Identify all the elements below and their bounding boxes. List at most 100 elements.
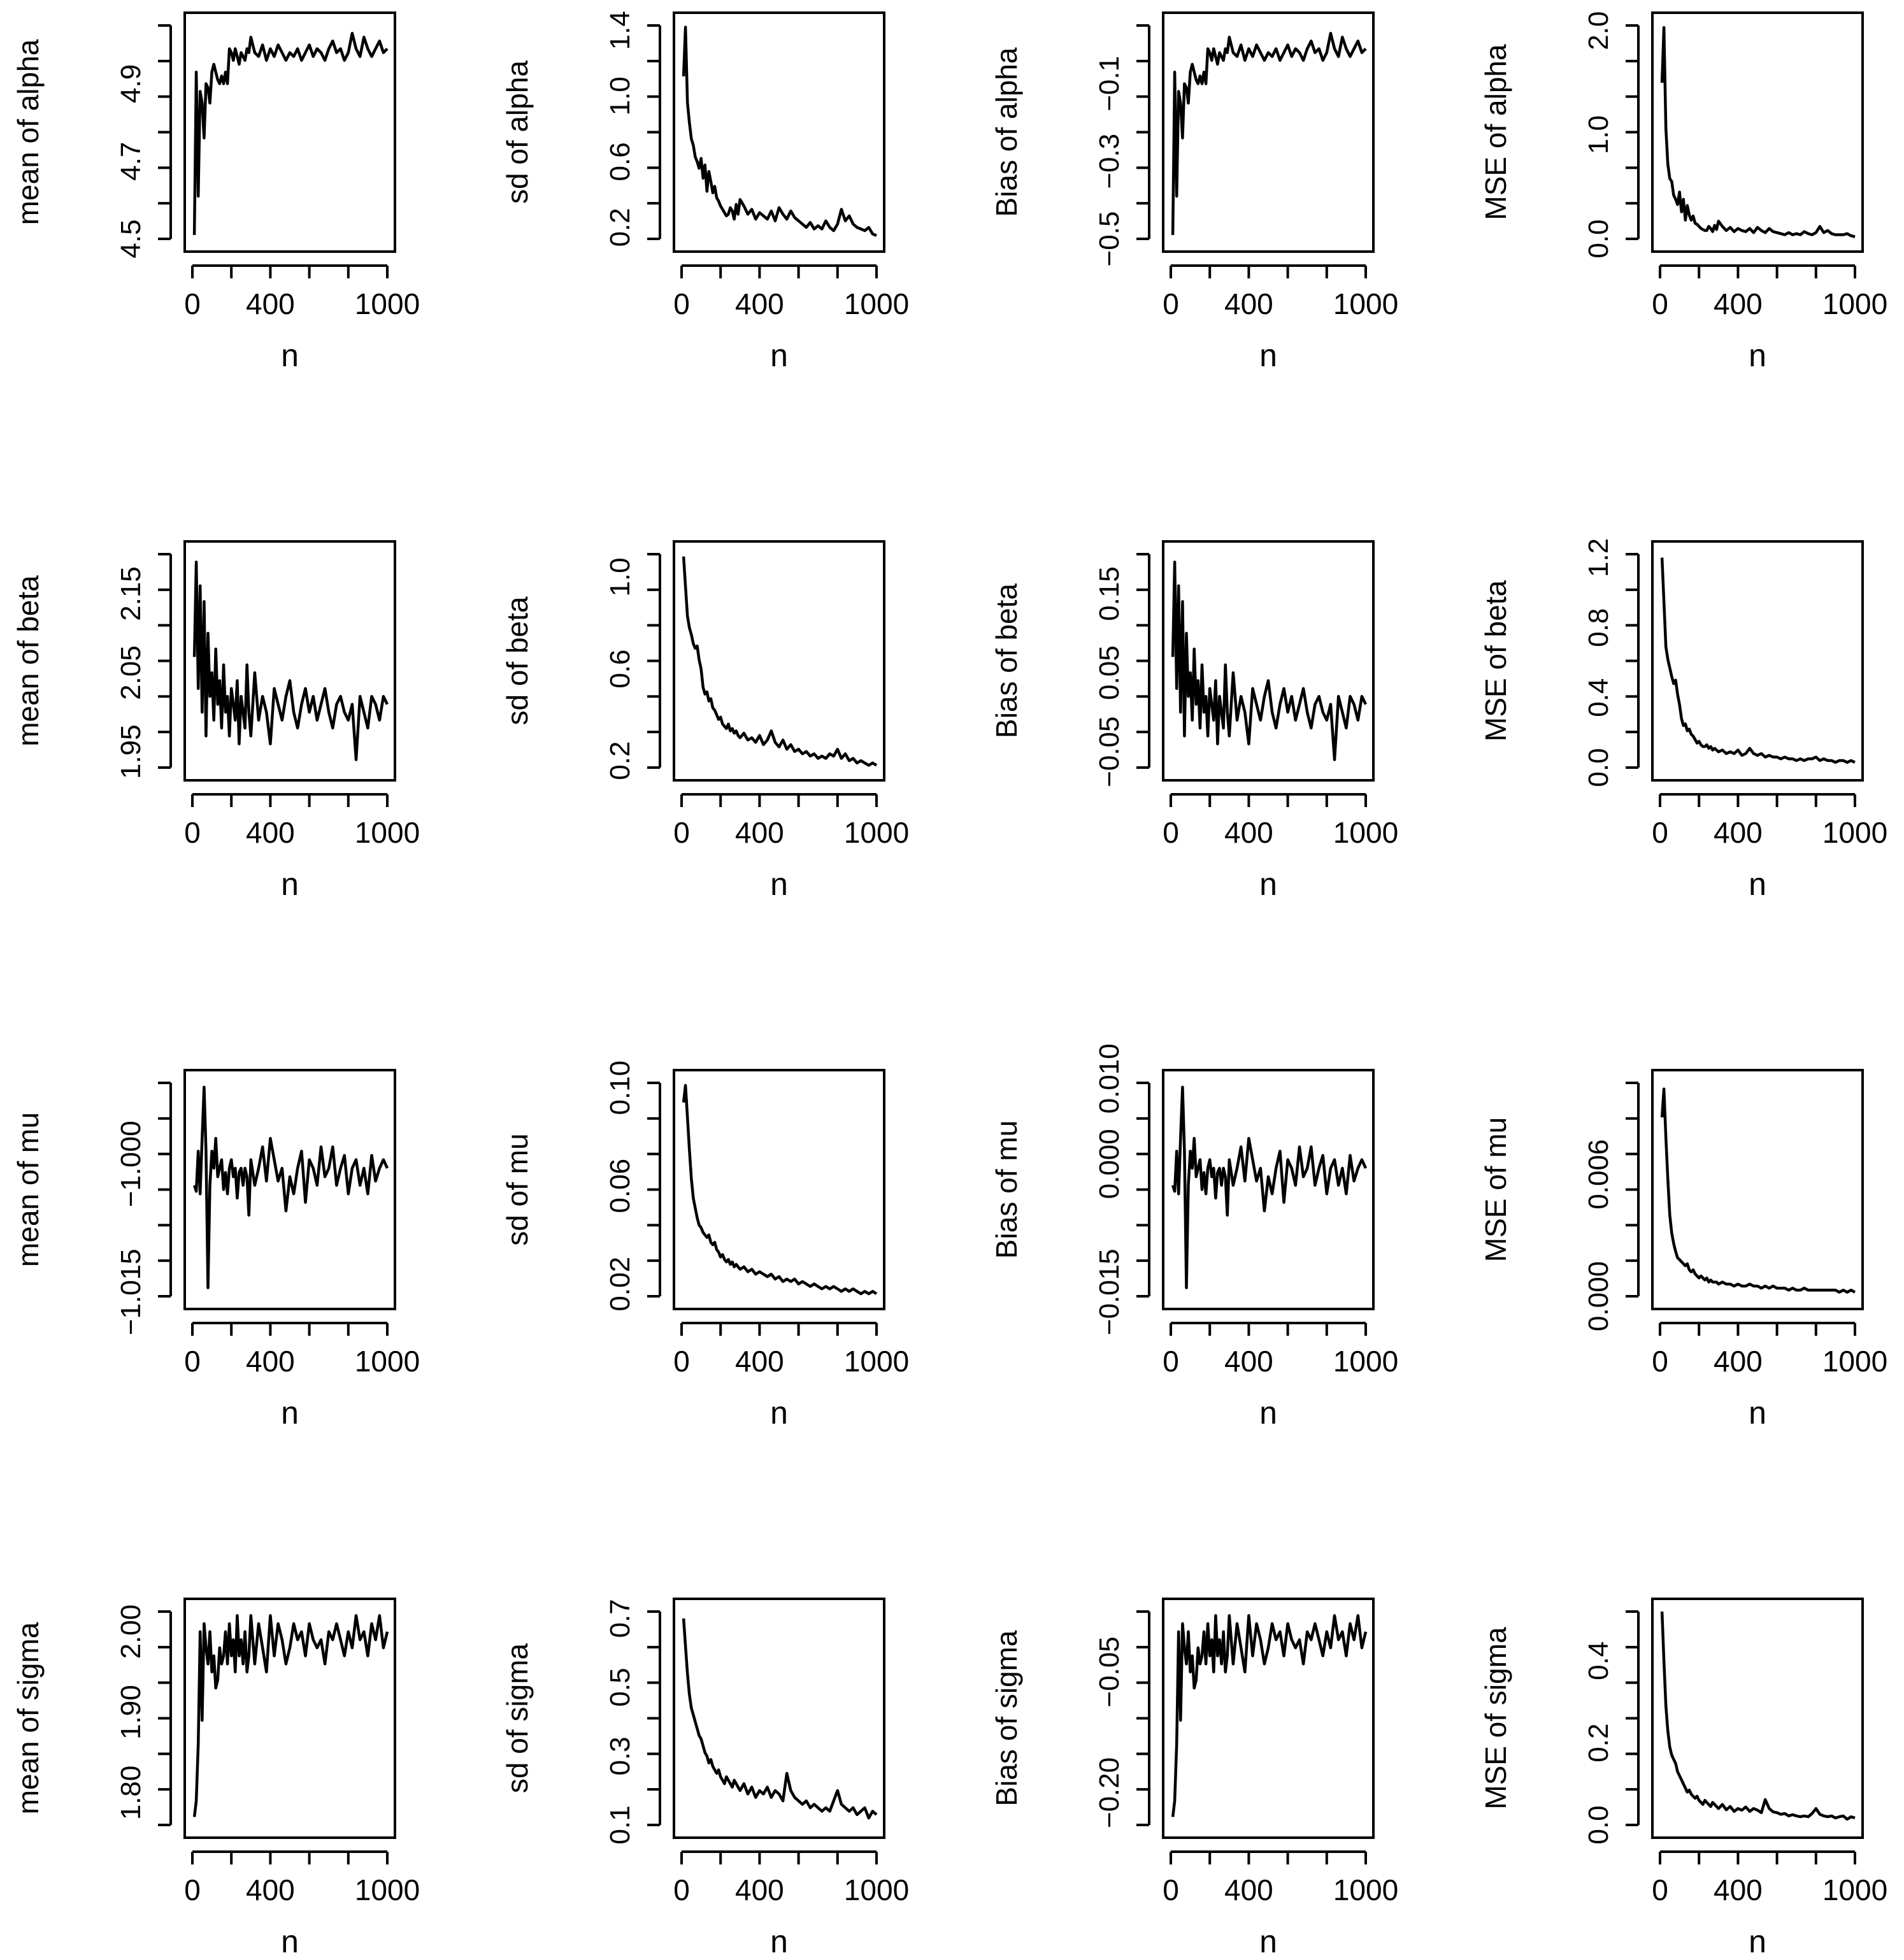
x-tick-label: 0 [1163, 816, 1179, 849]
y-tick-label: 1.0 [1583, 115, 1614, 154]
panel-sd-of-sigma: 0 400 1000 n 0.1 0.3 0.5 0.7 sd of sigma [501, 1598, 909, 1959]
x-tick-label: 400 [246, 816, 295, 849]
y-axis-label: MSE of alpha [1479, 44, 1512, 220]
x-tick-label: 400 [735, 1873, 784, 1906]
y-tick-label: −0.20 [1094, 1757, 1125, 1828]
y-axis-label: sd of mu [501, 1133, 534, 1245]
x-tick-label: 1000 [1333, 287, 1398, 320]
x-axis-label: n [1749, 1924, 1766, 1959]
y-tick-label: 1.4 [605, 11, 636, 50]
panel-bias-of-beta: 0 400 1000 n −0.05 0.05 0.15 Bias of beta [990, 540, 1398, 902]
y-tick-label: 0.3 [605, 1736, 636, 1775]
y-axis-label: MSE of mu [1479, 1117, 1512, 1263]
x-tick-label: 0 [1163, 1873, 1179, 1906]
y-tick-label: −0.05 [1094, 717, 1125, 787]
panel-mean-of-beta: 0 400 1000 n 1.95 2.05 2.15 mean of beta [11, 540, 420, 902]
series-line [1171, 1085, 1368, 1289]
x-tick-label: 400 [735, 816, 784, 849]
x-tick-label: 1000 [844, 1873, 909, 1906]
x-tick-label: 1000 [844, 1345, 909, 1378]
y-tick-label: 1.2 [1583, 538, 1614, 577]
x-axis-label: n [281, 338, 299, 373]
y-tick-label: −0.5 [1094, 211, 1125, 267]
x-tick-label: 400 [246, 1873, 295, 1906]
y-tick-label: 0.0 [1583, 748, 1614, 787]
series-line [1660, 26, 1856, 238]
panel-mse-of-alpha: 0 400 1000 n 0.0 1.0 2.0 MSE of alpha [1479, 11, 1887, 373]
y-tick-label: 0.10 [605, 1061, 636, 1115]
y-axis-label: mean of mu [11, 1112, 45, 1267]
x-tick-label: 1000 [844, 287, 909, 320]
x-tick-label: 1000 [844, 816, 909, 849]
y-axis-label: sd of sigma [501, 1643, 534, 1793]
series-line [1660, 1087, 1856, 1294]
panel-sd-of-alpha: 0 400 1000 n 0.2 0.6 1.0 1.4 sd of alpha [501, 11, 909, 373]
x-tick-label: 0 [673, 287, 690, 320]
x-tick-label: 1000 [1333, 816, 1398, 849]
y-tick-label: −1.000 [115, 1120, 147, 1207]
y-tick-label: −1.015 [115, 1248, 147, 1335]
y-axis-label: Bias of alpha [990, 47, 1023, 217]
y-tick-label: 1.0 [605, 76, 636, 115]
x-tick-label: 0 [1163, 1345, 1179, 1378]
y-axis-label: sd of alpha [501, 61, 534, 204]
y-tick-label: 0.4 [1583, 1642, 1614, 1680]
x-tick-label: 400 [1224, 816, 1273, 849]
plot-frame [1651, 11, 1864, 253]
x-tick-label: 0 [1652, 816, 1668, 849]
plot-frame [1162, 1598, 1375, 1839]
panel-mean-of-mu: 0 400 1000 n −1.015 −1.000 mean of mu [11, 1069, 420, 1431]
x-tick-label: 0 [184, 1345, 201, 1378]
y-tick-label: 0.7 [605, 1599, 636, 1638]
x-tick-label: 0 [673, 1873, 690, 1906]
y-tick-label: 4.5 [115, 219, 147, 258]
y-tick-label: −0.1 [1094, 56, 1125, 111]
plot-frame [1651, 1069, 1864, 1310]
plot-frame [183, 540, 396, 782]
x-tick-label: 400 [246, 1345, 295, 1378]
series-line [1660, 557, 1856, 764]
x-axis-label: n [1749, 338, 1766, 373]
y-tick-label: 0.8 [1583, 608, 1614, 647]
x-tick-label: 400 [1714, 1873, 1763, 1906]
x-tick-label: 1000 [355, 816, 420, 849]
y-tick-label: 0.2 [605, 741, 636, 780]
y-tick-label: 1.80 [115, 1766, 147, 1821]
y-axis-label: mean of sigma [11, 1622, 45, 1814]
x-tick-label: 1000 [1822, 287, 1887, 320]
panel-sd-of-beta: 0 400 1000 n 0.2 0.6 1.0 sd of beta [501, 540, 909, 902]
y-axis-label: mean of beta [11, 575, 45, 747]
panel-mean-of-sigma: 0 400 1000 n 1.80 1.90 2.00 mean of sigma [11, 1598, 420, 1959]
series-line [682, 25, 877, 237]
x-tick-label: 400 [1714, 816, 1763, 849]
plot-frame [673, 1598, 885, 1839]
x-tick-label: 0 [673, 1345, 690, 1378]
x-tick-label: 0 [184, 287, 201, 320]
x-tick-label: 1000 [355, 1345, 420, 1378]
y-axis-label: MSE of sigma [1479, 1627, 1512, 1810]
x-tick-label: 0 [673, 816, 690, 849]
y-axis-label: sd of beta [501, 596, 534, 725]
series-line [1660, 1611, 1856, 1821]
y-tick-label: 0.2 [1583, 1724, 1614, 1763]
plot-frame [1651, 540, 1864, 782]
x-tick-label: 1000 [355, 287, 420, 320]
x-tick-label: 0 [1652, 287, 1668, 320]
series-line [192, 31, 389, 235]
plot-frame [673, 540, 885, 782]
x-axis-label: n [770, 1924, 788, 1959]
x-tick-label: 400 [246, 287, 295, 320]
x-tick-label: 400 [1224, 1345, 1273, 1378]
y-axis-label: Bias of beta [990, 583, 1023, 738]
x-axis-label: n [1259, 1924, 1277, 1959]
series-line [1171, 31, 1367, 235]
y-tick-label: 0.5 [605, 1668, 636, 1706]
y-axis-label: Bias of sigma [990, 1630, 1023, 1806]
y-tick-label: 1.95 [115, 724, 147, 779]
x-tick-label: 0 [1652, 1345, 1668, 1378]
panel-mean-of-alpha: 0 400 1000 n 4.5 4.7 4.9 mean of alpha [11, 11, 420, 373]
y-tick-label: −0.015 [1094, 1248, 1125, 1335]
series-line [192, 1085, 389, 1289]
y-tick-label: 0.06 [605, 1159, 636, 1213]
